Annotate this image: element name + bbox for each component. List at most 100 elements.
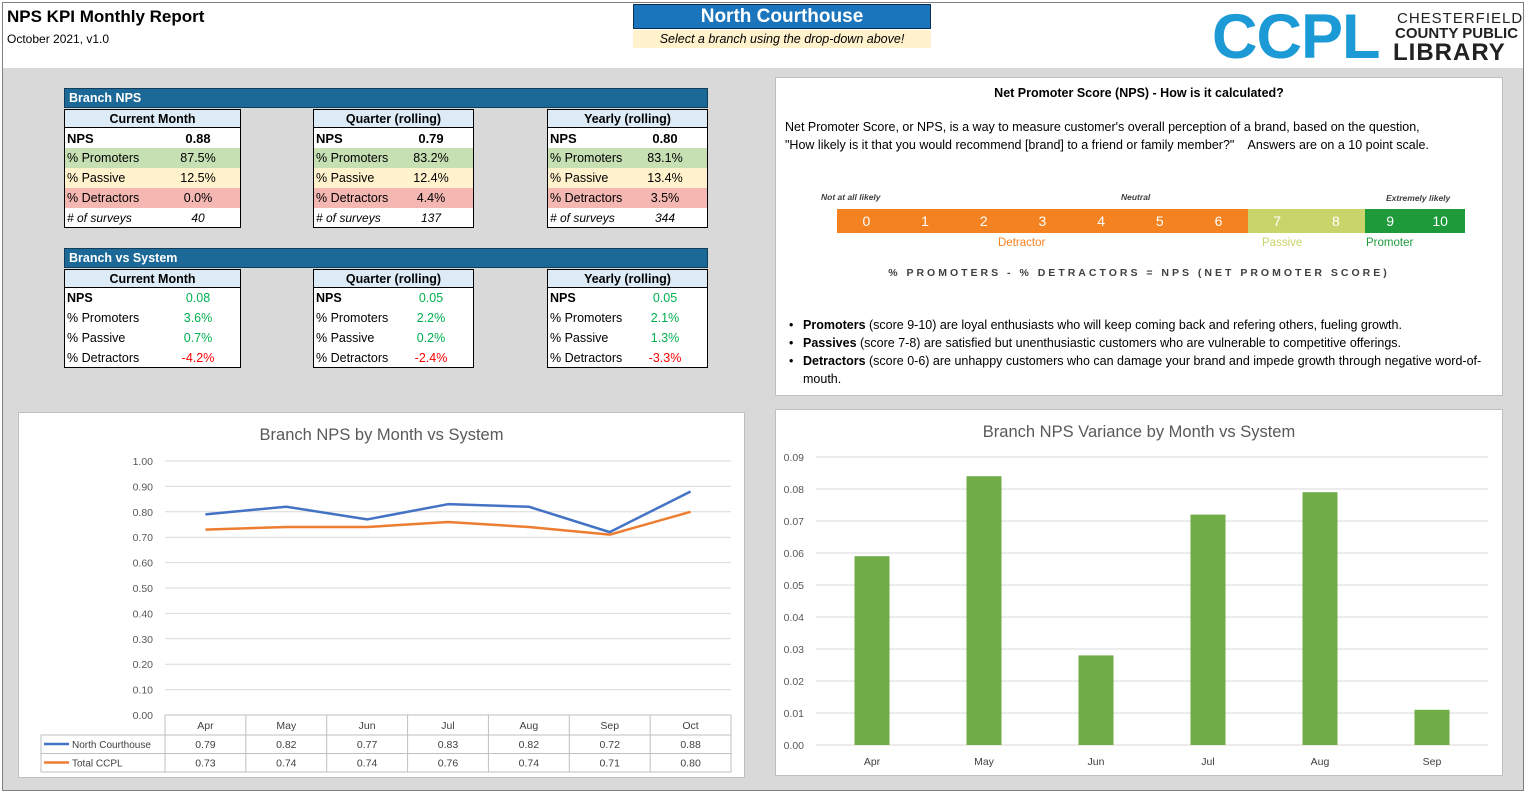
y-tick-label: 0.90 xyxy=(133,481,154,493)
nps-by-month-chart: Branch NPS by Month vs System 0.00 0.10 0.… xyxy=(18,412,745,778)
table-header: Yearly (rolling) xyxy=(548,270,707,288)
explainer-text-line-1: Net Promoter Score, or NPS, is a way to … xyxy=(785,120,1420,134)
scale-cell: 8 xyxy=(1306,209,1366,233)
scale-cell: 6 xyxy=(1189,209,1248,233)
row-label: NPS xyxy=(67,130,94,146)
table-value: 0.83 xyxy=(438,739,459,751)
vs-system-quarter-table: Quarter (rolling) NPS 0.05 % Promoters 2.2… xyxy=(313,269,474,368)
passive-row: % Passive 12.5% xyxy=(65,168,240,188)
branch-dropdown[interactable]: North Courthouse xyxy=(633,4,931,29)
scale-mid-caption: Neutral xyxy=(1121,192,1151,202)
y-tick-label: 0.03 xyxy=(784,644,805,656)
row-label: % Promoters xyxy=(316,151,389,165)
row-label: # of surveys xyxy=(316,210,381,225)
y-tick-label: 0.40 xyxy=(133,608,154,620)
surveys-value: 344 xyxy=(654,210,676,225)
y-tick-label: 0.04 xyxy=(784,612,805,624)
promoter-label: Promoter xyxy=(1366,237,1414,249)
row-label: NPS xyxy=(316,130,343,146)
row-label: % Detractors xyxy=(316,350,389,365)
surveys-row: # of surveys 344 xyxy=(548,208,707,227)
surveys-value: 40 xyxy=(191,210,205,225)
bullet-term: Promoters xyxy=(803,318,866,332)
nps-row: NPS 0.79 xyxy=(314,128,473,148)
vs-system-yearly-table: Yearly (rolling) NPS 0.05 % Promoters 2.1%… xyxy=(547,269,708,368)
promoters-diff-value: 2.1% xyxy=(650,311,680,325)
explainer-text-line-2: "How likely is it that you would recomme… xyxy=(785,138,1429,152)
row-label: NPS xyxy=(550,130,577,146)
table-value: 0.77 xyxy=(357,739,378,751)
y-tick-label: 0.60 xyxy=(133,558,154,570)
x-category-label: Apr xyxy=(864,756,881,768)
surveys-row: # of surveys 137 xyxy=(314,208,473,227)
nps-variance-chart: Branch NPS Variance by Month vs System 0… xyxy=(775,409,1503,776)
promoters-diff-value: 2.2% xyxy=(416,311,446,325)
bullet-text: (score 0-6) are unhappy customers who ca… xyxy=(803,354,1482,386)
branch-nps-yearly-table: Yearly (rolling) NPS 0.80 % Promoters 83.1… xyxy=(547,109,708,228)
y-tick-label: 0.08 xyxy=(784,484,805,496)
table-value: 0.74 xyxy=(519,758,540,770)
table-header: Quarter (rolling) xyxy=(314,270,473,288)
table-header: Current Month xyxy=(65,110,240,128)
nps-diff-value: 0.08 xyxy=(185,291,211,305)
row-label: % Passive xyxy=(316,331,375,345)
row-label: % Passive xyxy=(67,331,126,345)
row-label: % Promoters xyxy=(550,311,623,325)
logo-line-3: LIBRARY xyxy=(1393,39,1506,66)
row-label: % Detractors xyxy=(67,191,140,205)
scale-cell: 10 xyxy=(1415,209,1466,233)
bullet-passives: • Passives (score 7-8) are satisfied but … xyxy=(789,336,1402,350)
x-category-label: Jun xyxy=(359,720,376,732)
detractors-diff-value: -4.2% xyxy=(181,350,215,365)
y-tick-label: 0.00 xyxy=(784,740,805,752)
table-value: 0.80 xyxy=(680,758,701,770)
branch-nps-section-title: Branch NPS xyxy=(64,88,708,108)
bar xyxy=(854,556,890,745)
passive-value: 12.4% xyxy=(413,171,449,185)
detractors-value: 0.0% xyxy=(183,191,213,205)
bar xyxy=(1414,709,1450,745)
y-tick-label: 0.30 xyxy=(133,634,154,646)
bar-chart-svg: 0.00 0.01 0.02 0.03 0.04 0.05 0.06 0.07 0.08 0.09… xyxy=(784,452,1488,768)
row-label: NPS xyxy=(550,291,576,305)
x-category-label: Sep xyxy=(600,720,619,732)
passive-row: % Passive 13.4% xyxy=(548,168,707,188)
table-header: Quarter (rolling) xyxy=(314,110,473,128)
table-value: 0.76 xyxy=(438,758,459,770)
row-label: % Promoters xyxy=(67,311,140,325)
nps-formula: % PROMOTERS - % DETRACTORS = NPS (NET PR… xyxy=(888,267,1390,279)
promoters-value: 87.5% xyxy=(180,151,216,165)
passive-diff-value: 0.2% xyxy=(416,331,446,345)
passive-row: % Passive 0.7% xyxy=(65,328,240,348)
passive-diff-value: 0.7% xyxy=(183,331,213,345)
row-label: % Detractors xyxy=(67,350,140,365)
nps-diff-value: 0.05 xyxy=(418,291,444,305)
table-value: 0.72 xyxy=(599,739,620,751)
scale-cell: 9 xyxy=(1365,209,1416,233)
row-label: % Passive xyxy=(550,331,609,345)
passive-row: % Passive 1.3% xyxy=(548,328,707,348)
branch-vs-system-section-title: Branch vs System xyxy=(64,248,708,268)
y-tick-label: 0.10 xyxy=(133,685,154,697)
promoters-value: 83.2% xyxy=(413,151,449,165)
row-label: % Passive xyxy=(67,171,126,185)
report-title: NPS KPI Monthly Report xyxy=(7,7,205,26)
detractors-row: % Detractors 3.5% xyxy=(548,188,707,208)
detractors-row: % Detractors -2.4% xyxy=(314,348,473,367)
passive-row: % Passive 0.2% xyxy=(314,328,473,348)
detractors-diff-value: -3.3% xyxy=(648,350,682,365)
bullet-text: (score 9-10) are loyal enthusiasts who w… xyxy=(865,318,1402,332)
promoters-row: % Promoters 87.5% xyxy=(65,148,240,168)
nps-row: NPS 0.05 xyxy=(548,288,707,308)
row-label: % Detractors xyxy=(550,350,623,365)
nps-row: NPS 0.80 xyxy=(548,128,707,148)
branch-nps-quarter-table: Quarter (rolling) NPS 0.79 % Promoters 83.… xyxy=(313,109,474,228)
table-header: Yearly (rolling) xyxy=(548,110,707,128)
promoters-row: % Promoters 83.1% xyxy=(548,148,707,168)
bar xyxy=(1078,655,1114,745)
table-value: 0.74 xyxy=(357,758,378,770)
row-label: % Promoters xyxy=(550,151,623,165)
nps-value: 0.88 xyxy=(185,130,211,146)
y-tick-label: 0.09 xyxy=(784,452,805,464)
surveys-row: # of surveys 40 xyxy=(65,208,240,227)
